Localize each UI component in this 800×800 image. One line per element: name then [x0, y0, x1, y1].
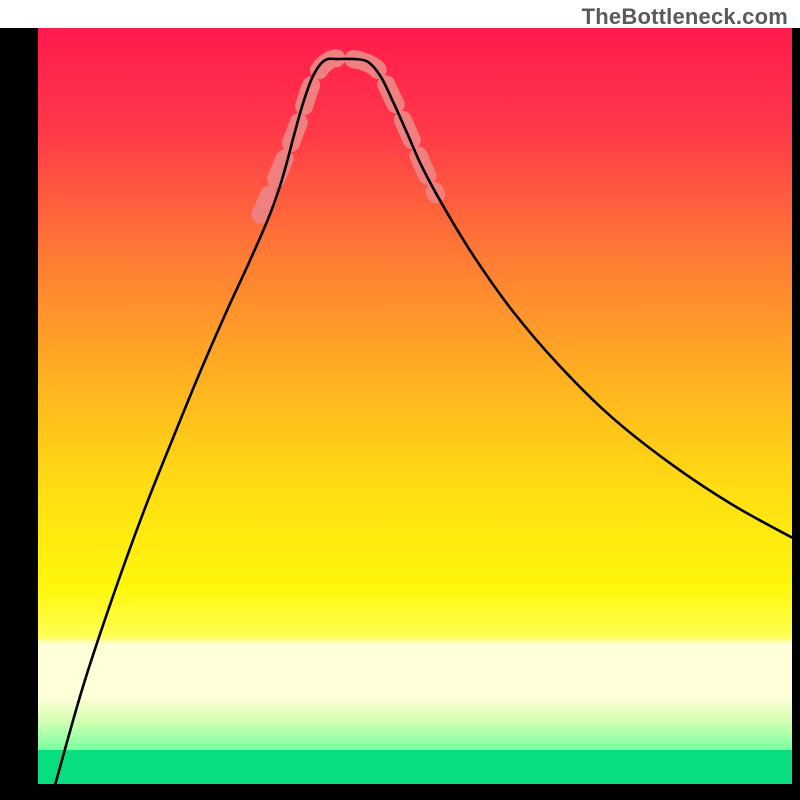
- chart-container: TheBottleneck.com: [0, 0, 800, 800]
- plot-area: [38, 28, 792, 784]
- curve-left: [55, 59, 354, 784]
- watermark-text: TheBottleneck.com: [582, 4, 788, 30]
- curve-right: [355, 59, 792, 538]
- curves-svg: [38, 28, 792, 784]
